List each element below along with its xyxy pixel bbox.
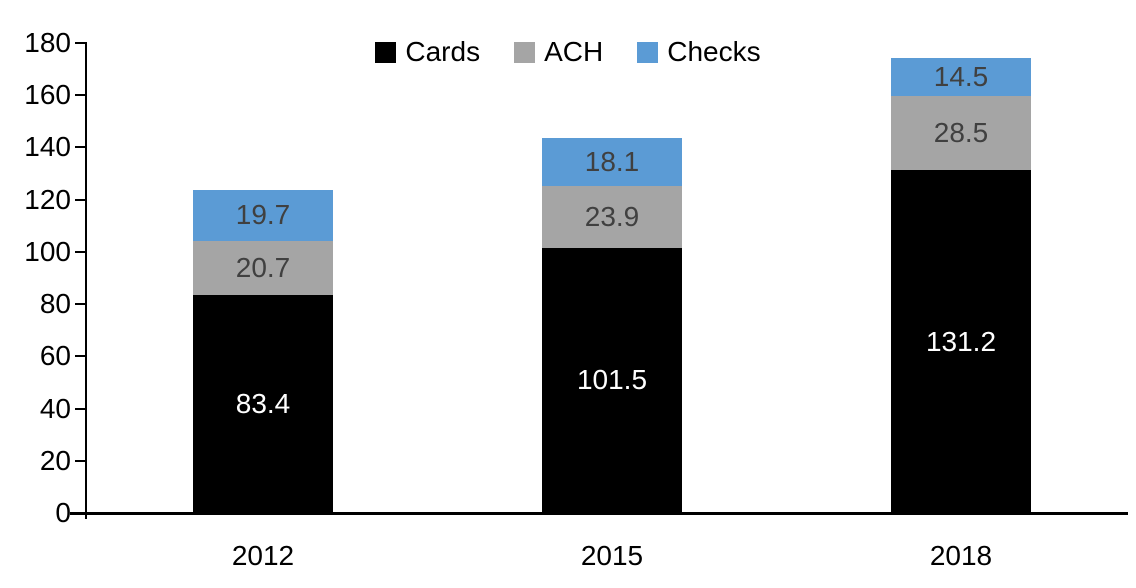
y-axis-tick-label: 20 bbox=[39, 444, 71, 476]
bar-value-label: 14.5 bbox=[933, 61, 989, 93]
y-axis-tick-label: 180 bbox=[24, 27, 71, 58]
legend-item-checks: Checks bbox=[637, 36, 761, 68]
y-axis-tick bbox=[75, 303, 85, 306]
y-axis-tick bbox=[75, 198, 85, 201]
y-axis-tick bbox=[75, 94, 85, 97]
y-axis bbox=[85, 42, 87, 519]
legend-item-ach: ACH bbox=[514, 36, 603, 68]
bar-value-label: 131.2 bbox=[925, 325, 997, 357]
bar-value-label: 18.1 bbox=[584, 145, 640, 177]
bar-value-label: 83.4 bbox=[235, 388, 291, 420]
bar-2018-cards: 131.2 bbox=[891, 170, 1031, 513]
y-axis-tick-label: 40 bbox=[39, 392, 71, 424]
y-axis-tick bbox=[75, 459, 85, 462]
legend-label: ACH bbox=[544, 36, 604, 67]
bar-value-label: 101.5 bbox=[576, 364, 648, 396]
y-axis-tick-label: 120 bbox=[24, 183, 71, 215]
y-axis-tick-label: 160 bbox=[24, 79, 71, 111]
y-axis-tick bbox=[75, 355, 85, 358]
bar-2015-cards: 101.5 bbox=[542, 247, 682, 513]
legend-swatch-cards bbox=[375, 41, 397, 63]
y-axis-tick bbox=[75, 250, 85, 253]
y-axis-tick bbox=[75, 42, 85, 44]
legend-swatch-checks bbox=[637, 41, 659, 63]
y-axis-tick bbox=[75, 146, 85, 149]
y-axis-tick-label: 100 bbox=[24, 235, 71, 267]
y-axis-tick-label: 140 bbox=[24, 131, 71, 163]
y-axis-tick-label: 80 bbox=[39, 288, 71, 320]
bar-value-label: 23.9 bbox=[584, 200, 640, 232]
y-axis-tick-label: 60 bbox=[39, 340, 71, 372]
legend-label: Cards bbox=[405, 36, 481, 67]
bar-value-label: 28.5 bbox=[933, 117, 989, 149]
bar-value-label: 19.7 bbox=[235, 199, 291, 231]
y-axis-tick-label: 0 bbox=[55, 497, 71, 528]
bar-value-label: 20.7 bbox=[235, 252, 291, 284]
y-axis-tick bbox=[75, 407, 85, 410]
legend-item-cards: Cards bbox=[375, 36, 480, 68]
bar-2015-checks: 18.1 bbox=[542, 138, 682, 186]
legend-label: Checks bbox=[667, 36, 761, 67]
legend-swatch-ach bbox=[514, 41, 536, 63]
bar-2015-ach: 23.9 bbox=[542, 185, 682, 248]
y-axis-tick bbox=[75, 512, 85, 514]
bar-2012-cards: 83.4 bbox=[193, 295, 333, 513]
x-axis-label: 2015 bbox=[580, 540, 644, 571]
bar-2018-checks: 14.5 bbox=[891, 58, 1031, 96]
x-axis-label: 2018 bbox=[929, 540, 993, 571]
x-axis-label: 2012 bbox=[231, 540, 295, 571]
chart-legend: Cards ACH Checks bbox=[0, 36, 1136, 68]
bar-2012-ach: 20.7 bbox=[193, 241, 333, 296]
bar-2012-checks: 19.7 bbox=[193, 189, 333, 242]
x-axis bbox=[70, 512, 1128, 515]
bar-2018-ach: 28.5 bbox=[891, 96, 1031, 171]
